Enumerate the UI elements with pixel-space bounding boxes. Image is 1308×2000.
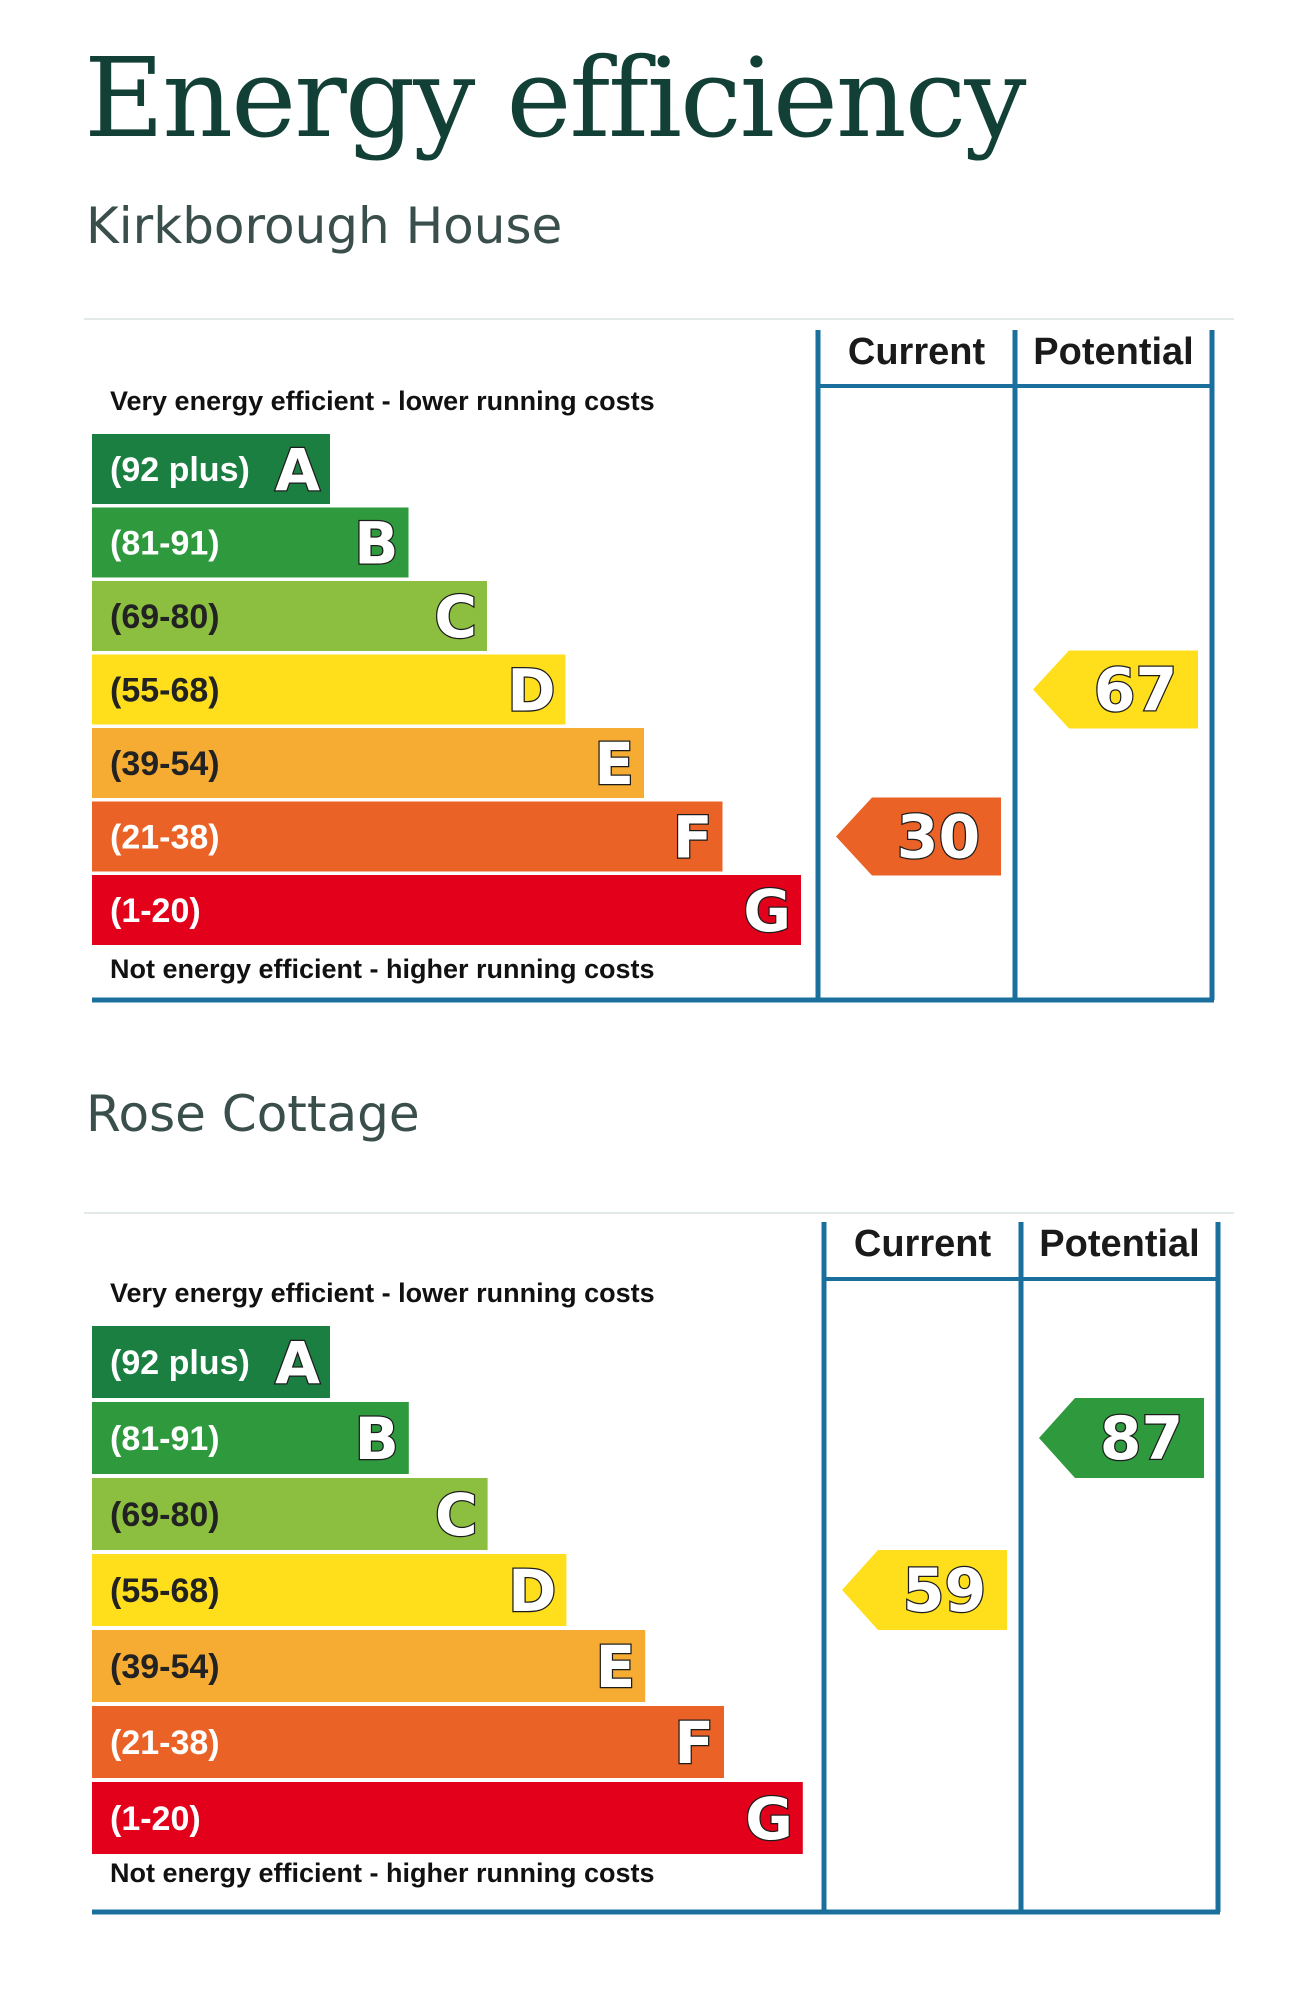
band-bar-f [92,1706,724,1778]
band-range-e: (39-54) [110,745,220,783]
band-bar-f [92,801,723,872]
band-letter-f: F [674,1709,714,1777]
band-bar-b [92,1402,409,1474]
band-range-g: (1-20) [110,1800,201,1838]
current-score-arrow [836,797,1001,876]
divider [84,318,1234,320]
band-range-d: (55-68) [110,1572,220,1610]
current-score-value: 30 [897,803,981,873]
band-letter-c: C [435,1481,478,1549]
band-bar-e [92,728,644,798]
caption-very-efficient: Very energy efficient - lower running co… [110,386,655,416]
band-range-b: (81-91) [110,1420,220,1458]
band-range-d: (55-68) [110,672,220,710]
band-letter-g: G [743,877,791,945]
band-bar-d [92,654,566,725]
potential-score-value: 87 [1100,1404,1184,1474]
band-letter-e: E [594,730,634,798]
band-bar-c [92,581,487,651]
potential-score-arrow [1033,650,1198,729]
page-title: Energy efficiency [84,34,1027,162]
band-bar-c [92,1478,488,1550]
column-header-potential: Potential [1033,331,1193,373]
band-range-c: (69-80) [110,598,220,636]
band-letter-a: A [275,1329,320,1397]
band-range-c: (69-80) [110,1496,220,1534]
potential-score-arrow [1039,1398,1204,1478]
property-name: Rose Cottage [86,1085,420,1143]
band-bar-d [92,1554,567,1626]
band-range-f: (21-38) [110,1724,220,1762]
band-bar-e [92,1630,646,1702]
caption-not-efficient: Not energy efficient - higher running co… [110,1858,655,1888]
column-header-current: Current [848,331,986,373]
band-range-b: (81-91) [110,525,220,563]
epc-chart-rose-cottage: Current Potential Very energy efficient - … [92,1222,1221,1915]
band-range-e: (39-54) [110,1648,220,1686]
band-range-a: (92 plus) [110,451,250,489]
band-bar-b [92,507,409,578]
band-bar-g [92,875,801,945]
band-letter-f: F [673,804,713,872]
caption-very-efficient: Very energy efficient - lower running co… [110,1278,655,1308]
band-letter-g: G [745,1785,793,1853]
band-range-a: (92 plus) [110,1344,250,1382]
band-range-f: (21-38) [110,819,220,857]
column-header-current: Current [854,1223,992,1265]
band-bar-a [92,1326,330,1398]
band-letter-c: C [434,583,477,651]
divider [84,1212,1234,1214]
band-range-g: (1-20) [110,892,201,930]
current-score-arrow [842,1550,1007,1630]
band-bar-g [92,1782,803,1854]
column-header-potential: Potential [1039,1223,1199,1265]
band-letter-e: E [596,1633,636,1701]
band-letter-b: B [354,510,398,578]
band-letter-d: D [508,1557,556,1625]
epc-chart-kirkborough-house: Current Potential Very energy efficient - … [92,330,1215,1003]
potential-score-value: 67 [1094,656,1178,726]
band-letter-a: A [275,436,320,504]
band-letter-b: B [355,1405,399,1473]
band-letter-d: D [507,657,555,725]
current-score-value: 59 [903,1556,987,1626]
caption-not-efficient: Not energy efficient - higher running co… [110,954,655,984]
property-name: Kirkborough House [86,197,563,255]
band-bar-a [92,434,330,504]
